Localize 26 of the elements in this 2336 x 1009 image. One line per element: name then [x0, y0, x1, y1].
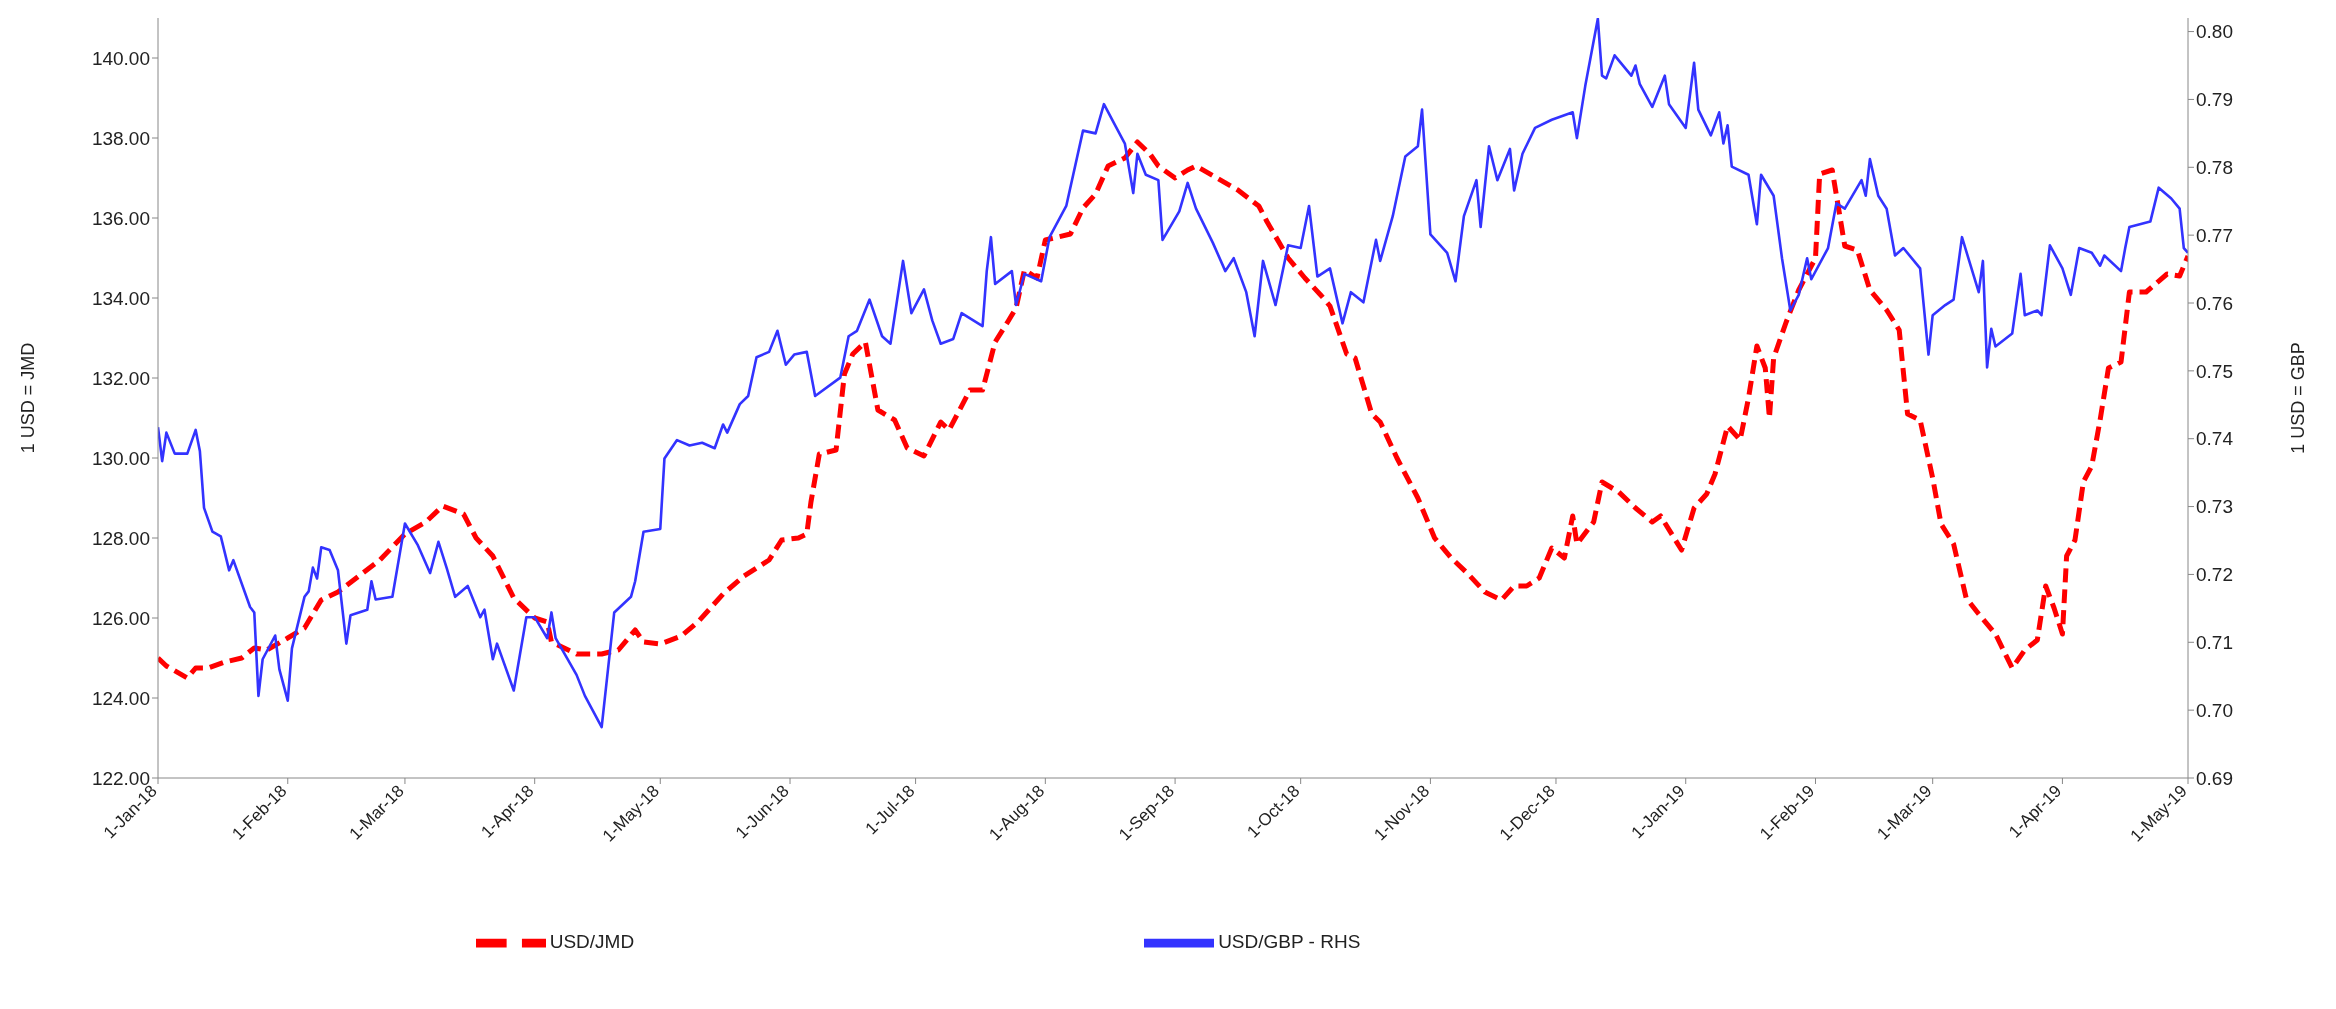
y-axis-title: 1 USD = JMD [18, 342, 39, 454]
y2-tick-label: 0.71 [2196, 632, 2233, 654]
y2-tick-label: 0.74 [2196, 428, 2234, 450]
y2-tick-label: 0.76 [2196, 292, 2233, 314]
legend-label: USD/GBP - RHS [1218, 931, 1361, 953]
y-tick-label: 132.00 [91, 367, 150, 389]
y2-tick-label: 0.79 [2196, 89, 2233, 111]
y-tick-label: 136.00 [91, 207, 150, 229]
y-tick-label: 128.00 [91, 527, 150, 549]
y2-tick-label: 0.80 [2196, 21, 2233, 43]
y-tick-label: 134.00 [91, 287, 150, 309]
y2-axis-title: 1 USD = GBP [2288, 342, 2309, 454]
y2-tick-label: 0.77 [2196, 224, 2233, 246]
y2-tick-label: 0.73 [2196, 496, 2233, 518]
y-tick-label: 140.00 [91, 47, 150, 69]
y2-tick-label: 0.72 [2196, 564, 2233, 586]
y2-tick-label: 0.69 [2196, 767, 2233, 789]
legend-label: USD/JMD [549, 931, 635, 953]
y2-tick-label: 0.78 [2196, 157, 2233, 179]
y-tick-label: 124.00 [91, 687, 150, 709]
y2-tick-label: 0.75 [2196, 360, 2233, 382]
line-series [158, 18, 2188, 729]
y-tick-label: 130.00 [91, 447, 150, 469]
y2-tick-label: 0.70 [2196, 699, 2233, 721]
y-tick-label: 138.00 [91, 127, 150, 149]
y-tick-label: 126.00 [91, 607, 150, 629]
